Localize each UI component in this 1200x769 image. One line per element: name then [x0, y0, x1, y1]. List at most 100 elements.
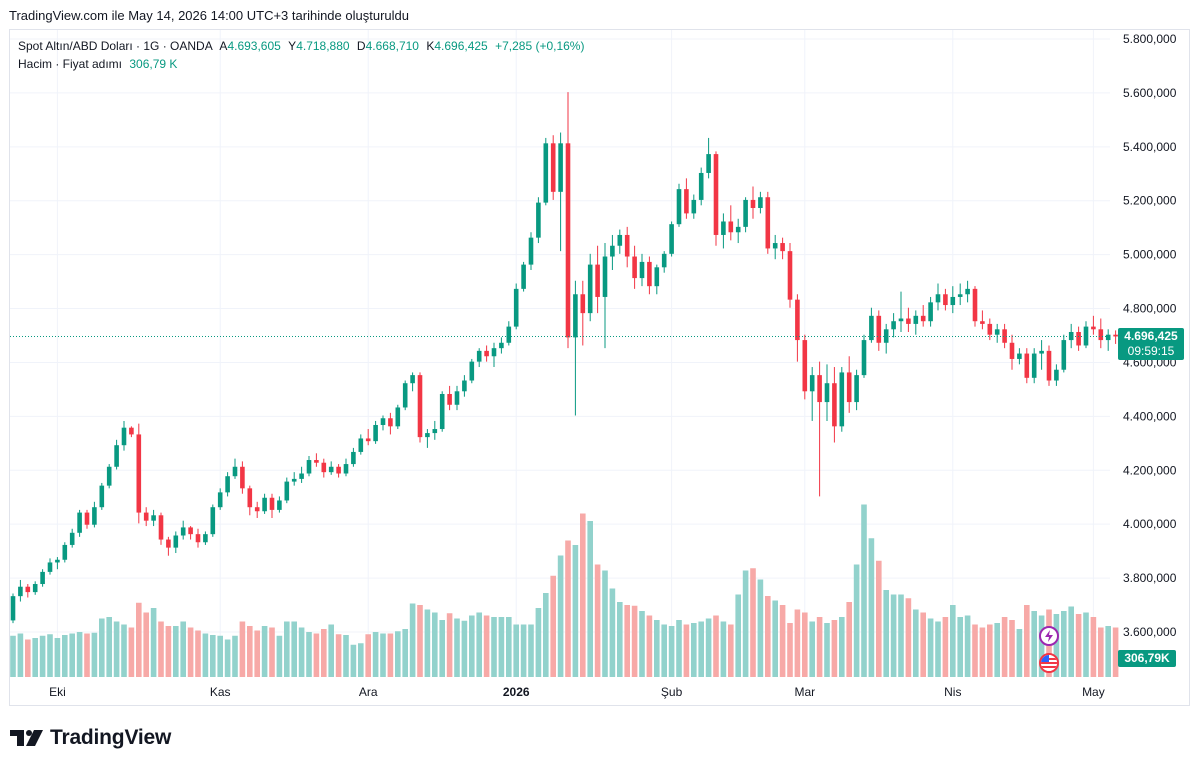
candle-body	[491, 348, 497, 357]
candle	[735, 218, 741, 244]
volume-bar	[720, 621, 727, 677]
volume-bar	[742, 570, 749, 677]
candle	[232, 458, 238, 479]
candle-body	[647, 261, 652, 287]
volume-bar	[62, 635, 68, 677]
volume-bar	[794, 609, 801, 677]
candle-body	[965, 288, 970, 295]
volume-bar	[839, 617, 845, 677]
candle	[92, 501, 97, 528]
candle-body	[876, 315, 882, 343]
volume-bar	[372, 632, 379, 677]
candle-body	[528, 237, 534, 265]
volume-bar	[76, 632, 83, 677]
volume-bar	[913, 609, 919, 677]
brand-logo[interactable]: TradingView	[10, 726, 171, 750]
candle	[143, 507, 149, 527]
volume-bar	[1016, 629, 1023, 677]
price-tick-label: 5.800,000	[1123, 32, 1177, 46]
candle-body	[980, 321, 985, 324]
candle-body	[1039, 350, 1044, 354]
volume-bar	[528, 624, 534, 677]
time-axis[interactable]: Eki Kas Ara 2026 Şub Mar Nis May	[49, 685, 1105, 699]
candle-body	[195, 534, 201, 543]
candle-body	[328, 466, 334, 473]
volume-bar	[668, 626, 675, 677]
volume-bar	[143, 612, 149, 677]
candle-body	[832, 383, 837, 427]
candle	[617, 229, 623, 254]
candle-body	[846, 372, 852, 403]
open-value: 4.693,605	[227, 39, 281, 53]
low-value: 4.668,710	[365, 39, 419, 53]
volume-bar	[713, 615, 719, 677]
candle	[1113, 330, 1118, 344]
volume-bar	[1112, 627, 1119, 677]
candle	[269, 493, 275, 518]
volume-bars	[10, 504, 1119, 677]
volume-bar	[772, 600, 778, 677]
volume-bar	[861, 504, 867, 677]
volume-bar	[728, 624, 734, 677]
candle	[676, 183, 682, 227]
candle-body	[173, 535, 179, 548]
candle-body	[728, 221, 734, 233]
candle	[513, 283, 519, 330]
volume-bar	[631, 605, 638, 677]
volume-bar	[417, 605, 423, 677]
candle	[758, 191, 763, 214]
volume-bar	[994, 623, 1000, 677]
volume-bar	[1038, 615, 1045, 677]
bar-countdown: 09:59:15	[1127, 344, 1175, 358]
candle	[528, 232, 534, 271]
candle-body	[639, 261, 645, 279]
volume-label[interactable]: Hacim · Fiyat adımı	[18, 57, 123, 71]
candle-body	[543, 143, 549, 203]
price-tick-label: 3.800,000	[1123, 571, 1177, 585]
candle	[402, 380, 408, 411]
volume-bar	[424, 609, 431, 677]
volume-bar	[698, 621, 704, 677]
candle	[772, 234, 778, 260]
symbol-title[interactable]: Spot Altın/ABD Doları · 1G · OANDA	[18, 39, 213, 53]
volume-bar	[787, 623, 793, 677]
volume-bar	[809, 621, 815, 677]
candle-body	[698, 172, 704, 200]
candle	[536, 197, 541, 244]
lightning-event-icon[interactable]	[1039, 626, 1059, 646]
candle-body	[402, 383, 408, 408]
candle-body	[1068, 331, 1074, 341]
candle-body	[1002, 329, 1007, 343]
volume-bar	[816, 617, 823, 677]
candle-body	[602, 256, 608, 297]
volume-bar	[365, 634, 371, 677]
candle-body	[32, 584, 38, 593]
candle	[587, 253, 593, 322]
price-tick-label: 4.400,000	[1123, 409, 1177, 423]
volume-bar	[565, 540, 571, 677]
volume-bar	[1075, 614, 1082, 677]
candle-body	[343, 464, 349, 474]
candle-body	[632, 256, 637, 279]
candle-body	[550, 143, 556, 192]
candle	[447, 385, 452, 411]
candle	[713, 151, 719, 246]
volume-bar	[617, 602, 623, 677]
volume-bar	[1061, 611, 1067, 677]
candle-body	[284, 481, 290, 501]
volume-bar	[1001, 617, 1008, 677]
candle	[906, 307, 911, 332]
volume-row: Hacim · Fiyat adımı 306,79 K	[18, 55, 584, 73]
candle-body	[121, 427, 127, 446]
candle-body	[484, 350, 489, 357]
candle-body	[417, 375, 423, 438]
candle	[809, 367, 815, 421]
candle	[898, 291, 904, 332]
candle-body	[299, 473, 304, 479]
candle-body	[1098, 329, 1104, 341]
candle	[1031, 348, 1037, 384]
candle	[1054, 364, 1059, 386]
us-flag-event-icon[interactable]	[1039, 653, 1059, 673]
volume-bar	[513, 624, 519, 677]
